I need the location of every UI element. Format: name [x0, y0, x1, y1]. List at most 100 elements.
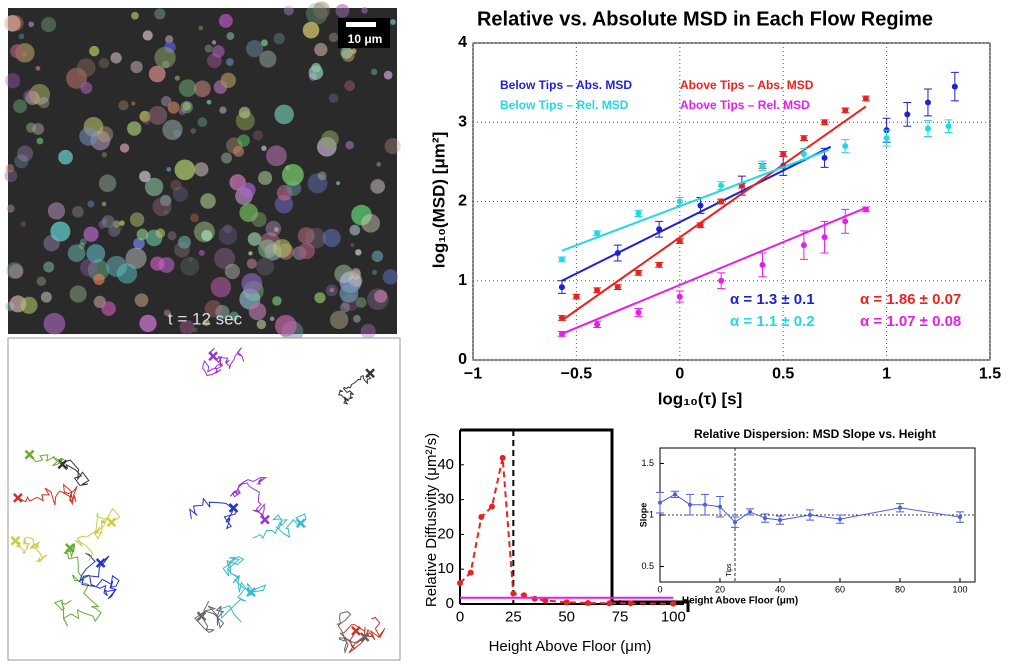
speckle [178, 79, 197, 97]
x-tick-label: 100 [952, 584, 967, 594]
end-marker [24, 449, 35, 460]
speckle [246, 258, 257, 269]
speckle [13, 99, 27, 114]
speckle [10, 44, 25, 59]
speckle [127, 121, 142, 136]
marker [478, 514, 485, 520]
trajectory [220, 556, 267, 623]
scale-bar [346, 22, 376, 27]
speckle [87, 259, 110, 281]
trajectory [336, 611, 366, 654]
speckle [317, 171, 327, 181]
speckle [174, 75, 180, 81]
marker [808, 513, 812, 517]
speckle [150, 256, 165, 271]
speckle [273, 32, 285, 45]
speckle [163, 209, 169, 215]
speckle [136, 228, 149, 241]
x-axis-label: Height Above Floor (μm) [489, 638, 652, 655]
speckle [229, 311, 239, 321]
y-tick-label: 1 [649, 509, 654, 519]
end-marker [228, 503, 239, 513]
speckle [154, 46, 176, 69]
marker [542, 597, 549, 604]
speckle [259, 50, 277, 68]
end-marker [351, 626, 361, 636]
speckle [260, 39, 268, 47]
speckle [98, 174, 117, 193]
annotation: α = 1.1 ± 0.2 [730, 313, 815, 330]
x-axis-label: Height Above Floor (μm) [682, 596, 798, 607]
speckle [258, 170, 273, 186]
legend-entry: Below Tips – Abs. MSD [500, 78, 632, 92]
speckle [274, 227, 279, 232]
speckle [344, 80, 355, 92]
speckle [5, 164, 15, 173]
trajectory [338, 372, 372, 405]
speckle [179, 319, 195, 335]
marker [467, 569, 474, 576]
end-marker [260, 514, 270, 525]
speckle [190, 213, 199, 223]
end-marker [95, 558, 106, 568]
speckle [148, 65, 166, 83]
marker [563, 599, 570, 606]
speckle [218, 13, 233, 28]
scale-label: 10 μm [348, 32, 383, 46]
speckle [180, 100, 193, 114]
chart-title: Relative Dispersion: MSD Slope vs. Heigh… [694, 427, 936, 441]
speckle [328, 93, 339, 104]
speckle [89, 45, 100, 57]
marker [904, 111, 911, 118]
speckle [72, 205, 84, 218]
speckle [225, 58, 234, 66]
speckle [16, 145, 34, 162]
x-tick-label: 0 [657, 584, 662, 594]
speckle [38, 96, 50, 109]
marker [614, 250, 621, 257]
speckle [163, 309, 171, 317]
speckle [370, 68, 378, 76]
speckle [139, 314, 157, 333]
speckle [252, 130, 264, 141]
speckle [211, 40, 217, 45]
speckle [265, 220, 282, 237]
marker [594, 230, 601, 237]
speckle [351, 48, 357, 54]
speckle [134, 293, 149, 308]
speckle [328, 32, 339, 43]
speckle [20, 296, 38, 314]
marker [862, 95, 869, 102]
speckle [214, 247, 236, 269]
speckle [142, 30, 153, 41]
speckle [167, 231, 177, 241]
y-tick-label: 1 [458, 272, 467, 289]
marker [656, 226, 663, 233]
speckle [322, 228, 341, 248]
fit-line [561, 149, 830, 252]
speckle [47, 202, 66, 220]
speckle [269, 316, 275, 321]
speckle [101, 301, 116, 316]
speckle [348, 273, 363, 288]
marker [842, 107, 849, 114]
marker [573, 293, 580, 300]
trajectory [202, 347, 245, 377]
speckle [335, 3, 350, 18]
speckle [240, 182, 256, 198]
speckle [119, 143, 130, 153]
marker [718, 198, 725, 205]
marker [670, 600, 677, 607]
marker [748, 509, 752, 514]
speckle [170, 179, 182, 191]
marker [635, 210, 642, 217]
marker [718, 182, 725, 189]
speckle [58, 149, 73, 165]
trajectory [189, 497, 237, 530]
legend-entry: Above Tips – Abs. MSD [680, 78, 814, 92]
end-marker [10, 535, 21, 546]
marker [821, 154, 828, 161]
speckle [281, 164, 304, 186]
end-marker [208, 351, 218, 362]
